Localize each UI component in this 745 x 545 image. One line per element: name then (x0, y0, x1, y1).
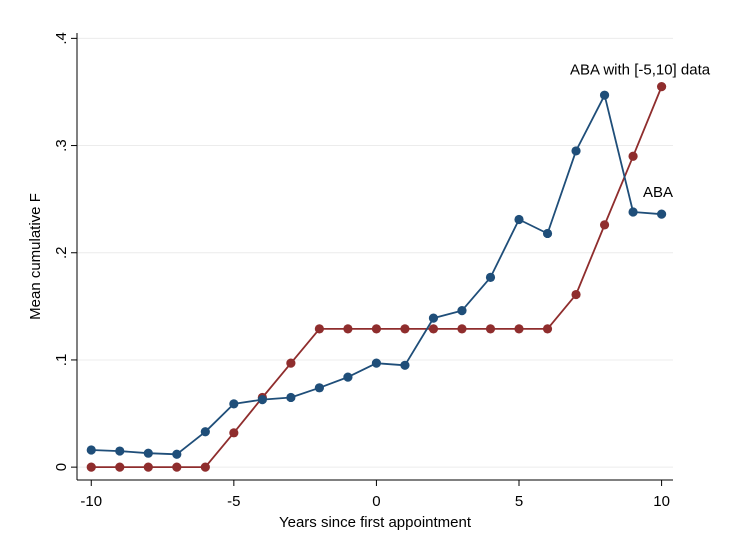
data-point-s0 (656, 209, 667, 219)
series-layer (86, 81, 667, 472)
data-point-s1 (485, 324, 496, 334)
x-axis-title: Years since first appointment (279, 514, 472, 531)
data-point-s1 (400, 324, 410, 334)
y-tick-label: 0 (53, 463, 70, 471)
x-tick-label: 5 (515, 493, 523, 510)
data-point-s0 (200, 427, 210, 437)
y-tick-label: .4 (53, 32, 70, 45)
series-label-aba: ABA (643, 184, 673, 201)
axes: 0 .1 .2 .3 .4 -10 -5 0 5 10 (53, 32, 673, 510)
x-tick-label: -10 (80, 493, 102, 510)
data-point-s1 (343, 324, 353, 334)
data-point-s1 (286, 358, 296, 368)
grid-lines (77, 37, 673, 468)
data-point-s0 (172, 449, 182, 459)
data-point-s1 (229, 428, 239, 438)
data-point-s0 (371, 358, 382, 368)
data-point-s0 (542, 228, 553, 239)
data-point-s0 (571, 146, 581, 156)
data-point-s0 (143, 448, 153, 458)
data-point-s1 (599, 220, 610, 230)
data-point-s1 (542, 324, 553, 334)
data-point-s0 (428, 313, 439, 323)
y-tick-label: .2 (53, 246, 70, 259)
data-point-s0 (599, 90, 610, 100)
x-tick-label: 10 (653, 493, 670, 510)
data-point-s0 (286, 392, 296, 403)
y-tick-label: .1 (53, 354, 70, 367)
data-point-s1 (656, 81, 667, 92)
data-point-s0 (229, 399, 239, 409)
x-tick-label: 0 (372, 493, 380, 510)
data-point-s1 (200, 462, 210, 472)
data-point-s0 (257, 395, 267, 405)
data-point-s1 (571, 289, 581, 300)
data-point-s0 (343, 372, 353, 382)
data-point-s1 (314, 324, 324, 334)
data-point-s1 (86, 462, 96, 472)
data-point-s0 (628, 207, 638, 217)
data-point-s0 (457, 306, 467, 316)
data-point-s0 (400, 360, 410, 370)
data-point-s1 (143, 462, 153, 472)
series-label-aba-with-data: ABA with [-5,10] data (570, 62, 711, 79)
y-axis-title: Mean cumulative F (27, 193, 44, 320)
data-point-s1 (428, 324, 439, 334)
y-tick-label: .3 (53, 139, 70, 152)
data-point-s1 (172, 462, 182, 472)
data-point-s0 (115, 446, 125, 456)
x-tick-label: -5 (227, 493, 240, 510)
data-point-s0 (314, 383, 324, 393)
data-point-s0 (514, 214, 524, 225)
data-point-s1 (514, 324, 524, 334)
data-point-s1 (371, 324, 382, 334)
data-point-s1 (457, 324, 467, 334)
data-point-s0 (485, 272, 496, 283)
data-point-s1 (115, 462, 125, 472)
data-point-s0 (86, 445, 96, 455)
data-point-s1 (628, 151, 638, 161)
